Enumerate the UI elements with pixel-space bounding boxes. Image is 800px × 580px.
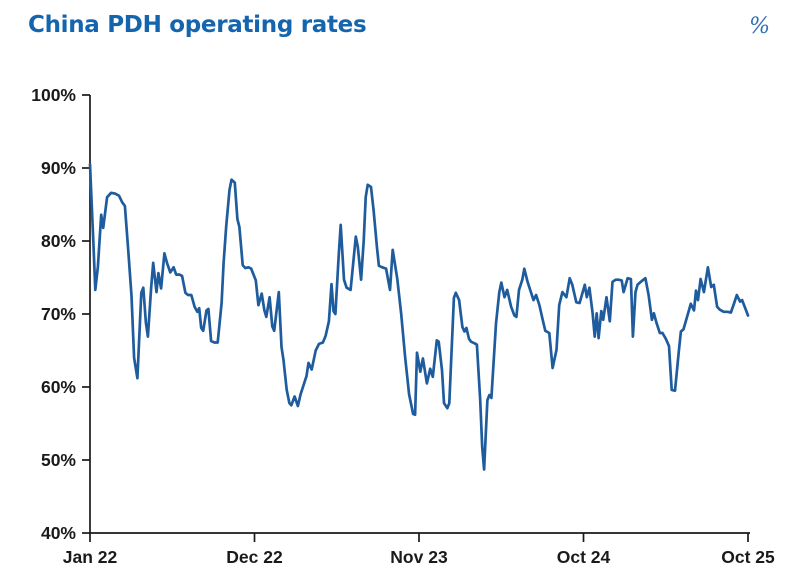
y-axis-tick-label: 100% xyxy=(31,85,76,105)
chart-title: China PDH operating rates xyxy=(28,12,367,38)
x-axis-tick-label: Oct 24 xyxy=(557,547,611,567)
y-axis-tick-label: 60% xyxy=(41,377,76,397)
x-axis-tick-label: Dec 22 xyxy=(226,547,283,567)
y-axis-tick-label: 40% xyxy=(41,523,76,543)
x-axis-tick-label: Jan 22 xyxy=(63,547,118,567)
y-axis-tick-label: 70% xyxy=(41,304,76,324)
x-axis-tick-label: Oct 25 xyxy=(721,547,775,567)
data-series-line xyxy=(88,162,750,471)
y-axis-tick-label: 80% xyxy=(41,231,76,251)
x-axis-tick-label: Nov 23 xyxy=(390,547,448,567)
y-axis-tick-label: 90% xyxy=(41,158,76,178)
y-axis-tick-label: 50% xyxy=(41,450,76,470)
y-axis-unit-label: % xyxy=(749,14,770,39)
